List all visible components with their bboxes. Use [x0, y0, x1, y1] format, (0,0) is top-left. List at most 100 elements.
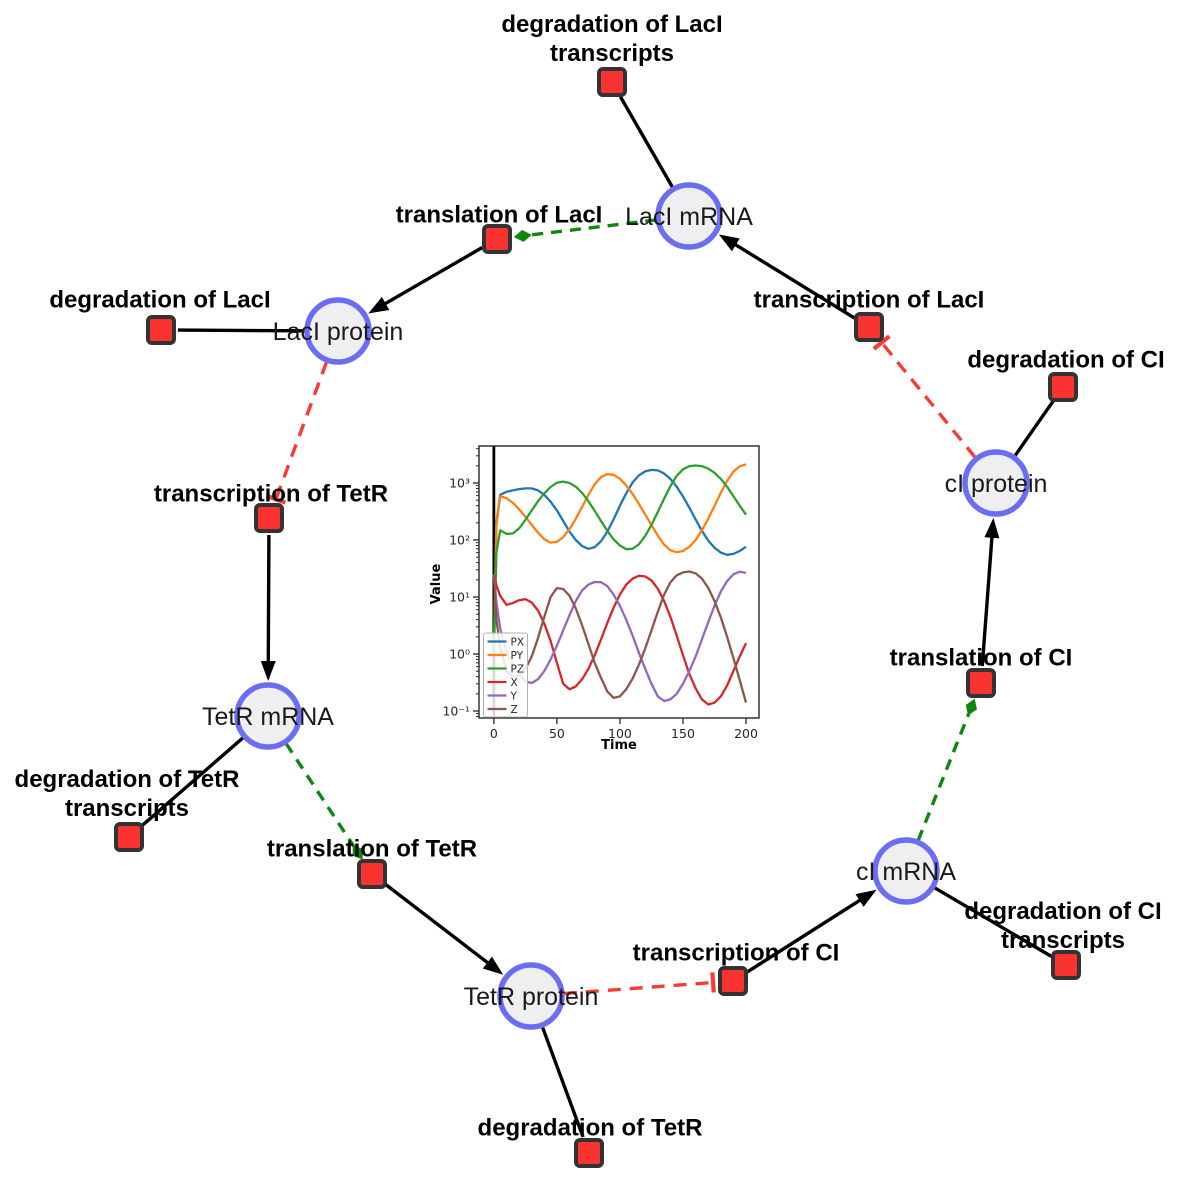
- series-line-PX: [492, 468, 747, 655]
- edge-modifier-ci_mrna-transl_ci: [916, 713, 971, 841]
- modifier-diamond-transl_tetr: [352, 844, 363, 860]
- edge-product-transl_laci-laci_protein: [381, 246, 484, 307]
- legend-label-PX: PX: [511, 636, 525, 648]
- series-line-PZ: [492, 464, 747, 655]
- reaction-node-deg_tetr: [574, 1138, 604, 1168]
- species-node-ci_protein: [962, 449, 1030, 517]
- species-node-tetr_protein: [497, 962, 565, 1030]
- edge-inhibition-tetr_protein-txn_ci: [563, 980, 714, 996]
- reaction-label-deg_ci: degradation of CI: [967, 347, 1164, 374]
- series-line-Z: [492, 570, 748, 704]
- y-tick-label: 10⁰: [449, 646, 470, 661]
- species-label-ci_protein: cI protein: [945, 470, 1048, 498]
- reaction-label-deg_laci: degradation of LacI: [49, 287, 270, 314]
- reaction-label-deg_tetr: degradation of TetR: [478, 1115, 703, 1142]
- edge-inhibition-ci_protein-txn_laci: [880, 341, 977, 459]
- reaction-label-txn_tetr: transcription of TetR: [154, 481, 388, 508]
- reaction-label-txn_laci: transcription of LacI: [754, 287, 985, 314]
- x-tick-label: 200: [734, 726, 758, 741]
- legend-label-Z: Z: [511, 704, 518, 716]
- reaction-node-txn_laci: [854, 312, 884, 342]
- reaction-node-transl_ci: [966, 668, 996, 698]
- legend-label-PY: PY: [511, 650, 524, 662]
- arrowhead-laci_mrna: [718, 234, 740, 252]
- edge-reactant-ci_mrna-deg_ci_tx: [933, 886, 1053, 958]
- edge-product-transl_tetr-tetr_protein: [384, 882, 492, 967]
- axes-spines: [478, 445, 760, 719]
- species-label-tetr_protein: TetR protein: [464, 983, 599, 1011]
- edge-product-txn_tetr-tetr_mrna: [266, 534, 271, 666]
- species-label-laci_mrna: LacI mRNA: [625, 203, 753, 231]
- species-node-laci_protein: [304, 297, 372, 365]
- reaction-node-deg_tetr_tx: [114, 822, 144, 852]
- reaction-label-deg_tetr_tx: transcripts: [65, 795, 189, 822]
- reaction-label-transl_ci: translation of CI: [890, 645, 1073, 672]
- edge-reactant-laci_mrna-deg_laci_tx: [618, 95, 675, 189]
- inhibition-tee-txn_tetr: [265, 493, 287, 505]
- reaction-node-transl_laci: [482, 224, 512, 254]
- reaction-label-txn_ci: transcription of CI: [633, 940, 840, 967]
- y-tick-label: 10⁻¹: [442, 703, 470, 718]
- series-line-Y: [492, 570, 747, 703]
- modifier-diamond-transl_laci: [513, 229, 532, 242]
- y-axis-label: Value: [429, 563, 444, 604]
- x-tick-label: 0: [490, 726, 498, 741]
- edge-reactant-laci_protein-deg_laci: [177, 328, 306, 333]
- edge-inhibition-laci_protein-txn_tetr: [274, 361, 329, 500]
- species-node-ci_mrna: [872, 837, 940, 905]
- reaction-label-transl_tetr: translation of TetR: [267, 836, 477, 863]
- reaction-node-txn_tetr: [254, 503, 284, 533]
- series-line-PY: [492, 463, 747, 655]
- edge-reactant-ci_protein-deg_ci: [1013, 399, 1055, 457]
- species-node-tetr_mrna: [234, 682, 302, 750]
- edge-modifier-tetr_mrna-transl_tetr: [284, 742, 356, 848]
- reaction-node-transl_tetr: [357, 859, 387, 889]
- legend-label-X: X: [511, 677, 518, 689]
- inhibition-tee-txn_ci: [710, 972, 716, 993]
- nodes-layer: [114, 67, 1081, 1168]
- modifier-diamond-transl_ci: [965, 698, 977, 716]
- edge-product-transl_ci-ci_protein: [980, 533, 994, 667]
- edge-reactant-tetr_protein-deg_tetr: [540, 1026, 585, 1138]
- reaction-node-txn_ci: [718, 966, 748, 996]
- reaction-node-deg_laci: [146, 315, 176, 345]
- species-label-laci_protein: LacI protein: [273, 318, 404, 346]
- y-tick-label: 10¹: [449, 589, 470, 604]
- x-tick-label: 150: [671, 726, 695, 741]
- legend-label-Y: Y: [510, 690, 518, 702]
- edge-product-txn_laci-laci_mrna: [731, 241, 856, 320]
- species-label-ci_mrna: cI mRNA: [856, 858, 956, 886]
- edge-modifier-laci_mrna-transl_laci: [529, 218, 657, 237]
- reaction-label-deg_tetr_tx: degradation of TetR: [15, 766, 240, 793]
- inhibition-tee-txn_laci: [872, 334, 891, 351]
- arrowhead-ci_mrna: [855, 889, 877, 907]
- reaction-node-deg_ci_tx: [1051, 950, 1081, 980]
- x-tick-label: 100: [608, 726, 632, 741]
- y-tick-label: 10³: [449, 475, 470, 490]
- reaction-label-transl_laci: translation of LacI: [396, 202, 603, 229]
- x-tick-label: 50: [549, 726, 565, 741]
- legend-label-PZ: PZ: [511, 663, 525, 675]
- species-node-laci_mrna: [655, 182, 723, 250]
- reaction-label-deg_laci_tx: transcripts: [550, 40, 674, 67]
- edges-layer: [140, 95, 1055, 1138]
- reaction-label-deg_ci_tx: degradation of CI: [964, 898, 1161, 925]
- edge-reactant-tetr_mrna-deg_tetr_tx: [140, 736, 245, 828]
- species-label-tetr_mrna: TetR mRNA: [202, 703, 334, 731]
- arrowhead-tetr_protein: [482, 956, 504, 975]
- reaction-label-deg_laci_tx: degradation of LacI: [501, 11, 722, 38]
- reaction-node-deg_ci: [1048, 372, 1078, 402]
- arrowhead-ci_protein: [984, 517, 1000, 539]
- reaction-node-deg_laci_tx: [597, 67, 627, 97]
- arrowhead-laci_protein: [368, 296, 390, 314]
- edge-product-txn_ci-ci_mrna: [746, 896, 864, 974]
- reaction-label-deg_ci_tx: transcripts: [1001, 927, 1125, 954]
- arrowhead-tetr_mrna: [260, 660, 276, 682]
- y-tick-label: 10²: [449, 532, 470, 547]
- labels-layer: degradation of LacItranscriptstranslatio…: [15, 11, 1165, 1142]
- x-axis-label: Time: [601, 738, 637, 753]
